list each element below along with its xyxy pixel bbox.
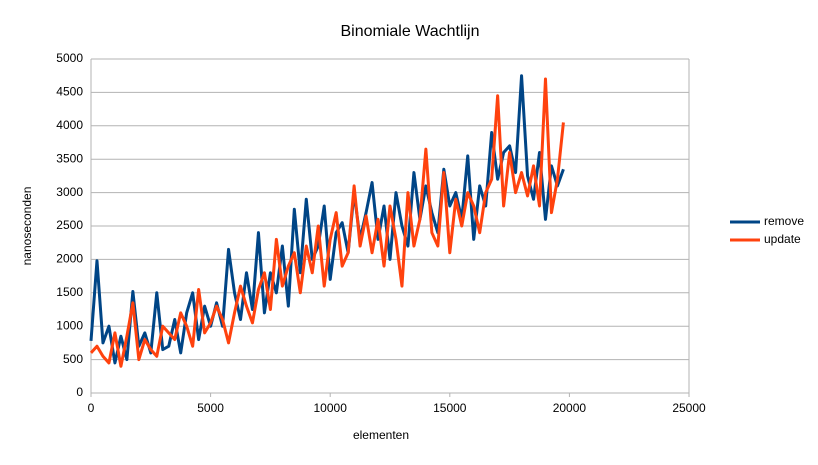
y-tick-label: 3000 [56, 185, 83, 199]
x-tick-label: 5000 [197, 401, 224, 415]
x-tick-label: 25000 [672, 401, 706, 415]
y-tick-label: 2500 [56, 218, 83, 232]
y-tick-label: 2000 [56, 252, 83, 266]
x-tick-label: 0 [88, 401, 95, 415]
y-tick-label: 4500 [56, 85, 83, 99]
y-tick-label: 5000 [56, 51, 83, 65]
y-tick-label: 0 [76, 385, 83, 399]
y-tick-label: 1500 [56, 285, 83, 299]
legend-label: remove [764, 214, 804, 228]
y-tick-label: 1000 [56, 318, 83, 332]
y-tick-label: 4000 [56, 118, 83, 132]
x-tick-label: 15000 [433, 401, 467, 415]
legend-label: update [764, 232, 801, 246]
chart-title: Binomiale Wachtlijn [340, 23, 479, 40]
series-line [89, 77, 565, 368]
x-axis-label: elementen [353, 428, 409, 442]
y-tick-label: 500 [63, 352, 83, 366]
x-tick-label: 10000 [314, 401, 348, 415]
x-tick-label: 20000 [553, 401, 587, 415]
series-line [89, 74, 565, 365]
y-axis-label: nanoseconden [20, 187, 34, 266]
y-tick-label: 3500 [56, 151, 83, 165]
